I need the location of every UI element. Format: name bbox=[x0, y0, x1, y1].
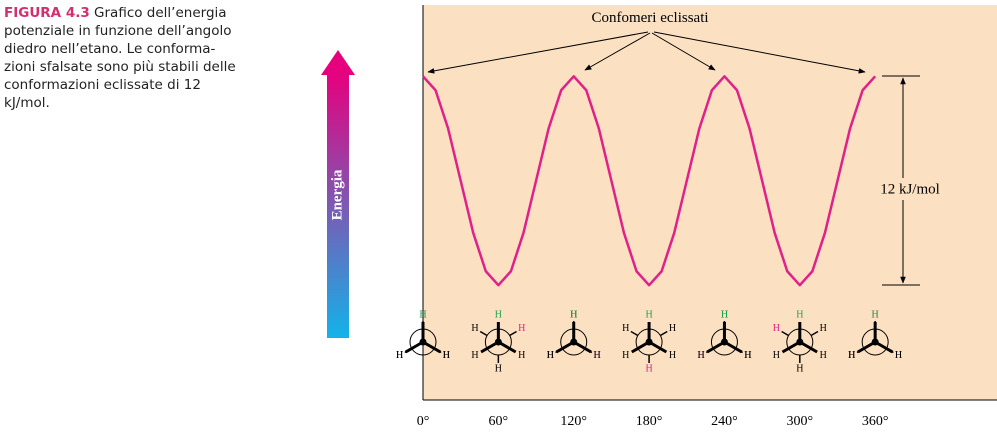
plot-area bbox=[423, 5, 997, 400]
front-carbon bbox=[494, 338, 502, 346]
back-bond bbox=[479, 330, 488, 337]
atom-label: H bbox=[471, 323, 478, 334]
back-bond bbox=[509, 330, 517, 337]
front-carbon bbox=[419, 338, 427, 346]
atom-label: H bbox=[518, 350, 525, 361]
atom-label: H bbox=[396, 350, 403, 361]
annotation-arrow bbox=[651, 32, 716, 71]
newman-projection: H H H H H H bbox=[622, 309, 676, 374]
atom-label: H bbox=[744, 350, 751, 361]
annotation: Confomeri eclissati bbox=[591, 10, 708, 26]
y-axis-label: Energia bbox=[329, 169, 345, 220]
x-tick-label: 0° bbox=[417, 414, 430, 429]
atom-label: H bbox=[443, 350, 450, 361]
atom-label: H bbox=[645, 309, 652, 320]
atom-label: H bbox=[645, 363, 652, 374]
x-tick-label: 180° bbox=[636, 414, 663, 429]
back-bond bbox=[659, 330, 668, 337]
annotation-arrow bbox=[653, 31, 866, 74]
caption-label: FIGURA 4.3 bbox=[4, 5, 90, 21]
atom-label: H bbox=[721, 309, 728, 320]
x-tick-label: 300° bbox=[787, 414, 814, 429]
atom-label: H bbox=[593, 350, 600, 361]
annotation-arrow bbox=[427, 31, 649, 74]
front-carbon bbox=[796, 338, 804, 346]
atom-label: H bbox=[848, 350, 855, 361]
atom-label: H bbox=[895, 350, 902, 361]
atom-label: H bbox=[895, 350, 902, 361]
x-tick-label: 60° bbox=[489, 414, 509, 429]
newman-projection: H H H H H H bbox=[773, 309, 827, 374]
caption-line: Grafico dell’energia bbox=[94, 5, 227, 21]
atom-label: H bbox=[848, 350, 855, 361]
atom-label: H bbox=[796, 309, 803, 320]
atom-label: H bbox=[820, 323, 827, 334]
caption-line: kJ/mol. bbox=[4, 95, 50, 111]
newman-projection: H H H H H H bbox=[471, 309, 525, 374]
back-bond bbox=[781, 330, 789, 337]
caption-line: potenziale in funzione dell’angolo bbox=[4, 23, 232, 39]
front-carbon bbox=[570, 338, 578, 346]
atom-label: H bbox=[518, 323, 525, 334]
atom-label: H bbox=[669, 323, 676, 334]
atom-label: H bbox=[443, 350, 450, 361]
atom-label: H bbox=[796, 363, 803, 374]
x-tick-label: 120° bbox=[560, 414, 587, 429]
atom-label: H bbox=[593, 350, 600, 361]
atom-label: H bbox=[744, 350, 751, 361]
annotation-arrow bbox=[584, 32, 651, 71]
atom-label: H bbox=[820, 350, 827, 361]
atom-label: H bbox=[697, 350, 704, 361]
front-carbon bbox=[720, 338, 728, 346]
x-tick-label: 360° bbox=[862, 414, 889, 429]
atom-label: H bbox=[471, 350, 478, 361]
energy-arrow-head bbox=[321, 50, 355, 75]
annotation: 12 kJ/mol bbox=[880, 181, 940, 197]
atom-label: H bbox=[721, 309, 728, 320]
x-tick-label: 240° bbox=[711, 414, 738, 429]
atom-label: H bbox=[697, 350, 704, 361]
atom-label: H bbox=[773, 323, 780, 334]
label-bg bbox=[870, 178, 950, 200]
atom-label: H bbox=[872, 309, 879, 320]
atom-label: H bbox=[570, 309, 577, 320]
caption-line: zioni sfalsate sono più stabili delle bbox=[4, 59, 236, 75]
atom-label: H bbox=[547, 350, 554, 361]
atom-label: H bbox=[495, 309, 502, 320]
energy-arrow bbox=[327, 74, 349, 338]
atom-label: H bbox=[419, 309, 426, 320]
atom-label: H bbox=[622, 323, 629, 334]
atom-label: H bbox=[622, 350, 629, 361]
caption: FIGURA 4.3 Grafico dell’energia potenzia… bbox=[4, 4, 294, 112]
atom-label: H bbox=[773, 350, 780, 361]
atom-label: H bbox=[396, 350, 403, 361]
atom-label: H bbox=[669, 350, 676, 361]
atom-label: H bbox=[570, 309, 577, 320]
caption-line: conformazioni eclissate di 12 bbox=[4, 77, 201, 93]
caption-line: diedro nell’etano. Le conforma- bbox=[4, 41, 216, 57]
front-carbon bbox=[871, 338, 879, 346]
atom-label: H bbox=[872, 309, 879, 320]
annotation-arrows bbox=[427, 31, 866, 74]
back-bond bbox=[810, 330, 819, 337]
front-carbon bbox=[645, 338, 653, 346]
atom-label: H bbox=[547, 350, 554, 361]
energy-curve bbox=[422, 75, 877, 287]
back-bond bbox=[630, 330, 639, 337]
atom-label: H bbox=[495, 363, 502, 374]
atom-label: H bbox=[419, 309, 426, 320]
